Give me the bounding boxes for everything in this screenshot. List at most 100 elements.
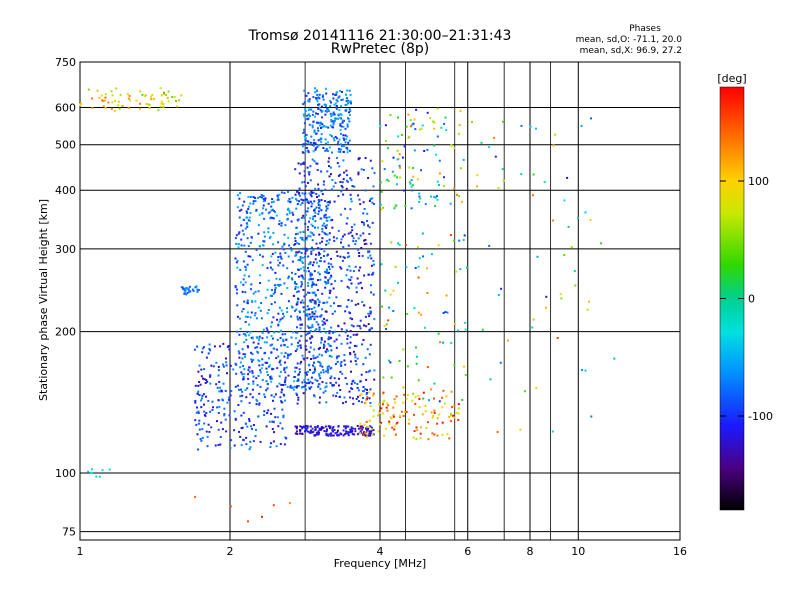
data-point bbox=[431, 416, 434, 419]
data-point bbox=[321, 381, 324, 384]
data-point bbox=[311, 431, 314, 434]
data-point bbox=[412, 436, 415, 439]
data-point bbox=[191, 288, 194, 291]
data-point bbox=[257, 306, 260, 309]
data-point bbox=[320, 428, 323, 431]
data-point bbox=[325, 319, 328, 322]
data-point bbox=[317, 139, 320, 142]
data-point bbox=[327, 201, 330, 203]
data-point bbox=[226, 401, 229, 404]
data-point bbox=[346, 180, 349, 183]
data-point bbox=[233, 429, 236, 432]
data-point bbox=[466, 266, 468, 269]
data-point bbox=[342, 235, 344, 238]
data-point bbox=[331, 151, 333, 154]
data-point bbox=[330, 120, 333, 123]
data-point bbox=[269, 235, 272, 238]
data-point bbox=[328, 296, 331, 299]
data-point bbox=[363, 274, 366, 277]
data-point bbox=[294, 285, 297, 288]
data-point bbox=[296, 402, 299, 405]
data-point bbox=[246, 311, 249, 314]
data-point bbox=[382, 392, 385, 395]
data-point bbox=[274, 271, 277, 274]
data-point bbox=[284, 376, 287, 379]
data-point bbox=[352, 379, 355, 382]
data-point bbox=[276, 198, 279, 201]
data-point bbox=[311, 232, 314, 235]
data-point bbox=[283, 344, 286, 347]
data-point bbox=[199, 399, 202, 402]
data-point bbox=[371, 221, 374, 224]
data-point bbox=[388, 420, 391, 423]
data-point bbox=[283, 192, 286, 194]
data-point bbox=[90, 471, 93, 474]
data-point bbox=[276, 348, 279, 351]
data-point bbox=[321, 323, 324, 326]
data-point bbox=[294, 287, 297, 290]
data-point bbox=[186, 287, 189, 290]
data-point bbox=[326, 269, 328, 272]
data-point bbox=[188, 285, 191, 288]
x-tick-label: 1 bbox=[77, 545, 84, 558]
data-point bbox=[295, 253, 298, 256]
data-point bbox=[320, 209, 323, 212]
data-point bbox=[323, 344, 326, 347]
data-point bbox=[317, 213, 320, 216]
data-point bbox=[350, 102, 352, 105]
y-tick-label: 300 bbox=[55, 243, 76, 256]
data-point bbox=[341, 181, 344, 184]
data-point bbox=[307, 234, 310, 237]
data-point bbox=[269, 261, 272, 264]
data-point bbox=[335, 381, 338, 384]
data-point bbox=[343, 322, 346, 325]
data-point bbox=[444, 311, 447, 313]
data-point bbox=[309, 193, 312, 196]
data-point bbox=[314, 208, 317, 210]
data-point bbox=[367, 256, 370, 259]
data-point bbox=[351, 185, 354, 188]
data-point bbox=[381, 160, 384, 163]
data-point bbox=[304, 252, 307, 255]
data-point bbox=[344, 310, 347, 313]
data-point bbox=[299, 429, 302, 432]
data-point bbox=[545, 306, 547, 309]
data-point bbox=[197, 289, 200, 291]
data-point bbox=[305, 236, 308, 239]
data-point bbox=[305, 114, 308, 117]
data-point bbox=[397, 281, 399, 284]
data-point bbox=[246, 299, 249, 302]
data-point bbox=[301, 276, 304, 279]
data-point bbox=[119, 93, 122, 96]
data-point bbox=[339, 89, 342, 92]
data-point bbox=[398, 243, 401, 246]
data-point bbox=[354, 430, 357, 433]
data-point bbox=[280, 383, 283, 386]
data-point bbox=[345, 329, 348, 332]
data-point bbox=[300, 252, 303, 254]
data-point bbox=[436, 198, 439, 201]
data-point bbox=[350, 226, 353, 229]
data-point bbox=[368, 432, 371, 435]
data-point bbox=[335, 357, 338, 360]
data-point bbox=[291, 211, 294, 214]
data-point bbox=[330, 188, 333, 191]
data-point bbox=[325, 87, 327, 90]
data-point bbox=[255, 403, 258, 406]
data-point bbox=[280, 191, 283, 194]
data-point bbox=[319, 364, 322, 367]
data-point bbox=[271, 268, 274, 271]
data-point bbox=[299, 432, 301, 435]
data-point bbox=[326, 367, 329, 370]
data-point bbox=[323, 125, 326, 128]
data-point bbox=[355, 363, 358, 366]
data-point bbox=[372, 293, 375, 296]
data-point bbox=[297, 268, 300, 271]
data-point bbox=[236, 384, 239, 387]
data-point bbox=[234, 286, 237, 289]
data-point bbox=[238, 356, 241, 359]
data-point bbox=[344, 363, 347, 366]
data-point bbox=[262, 328, 265, 331]
data-point bbox=[366, 220, 369, 222]
data-point bbox=[310, 273, 313, 276]
